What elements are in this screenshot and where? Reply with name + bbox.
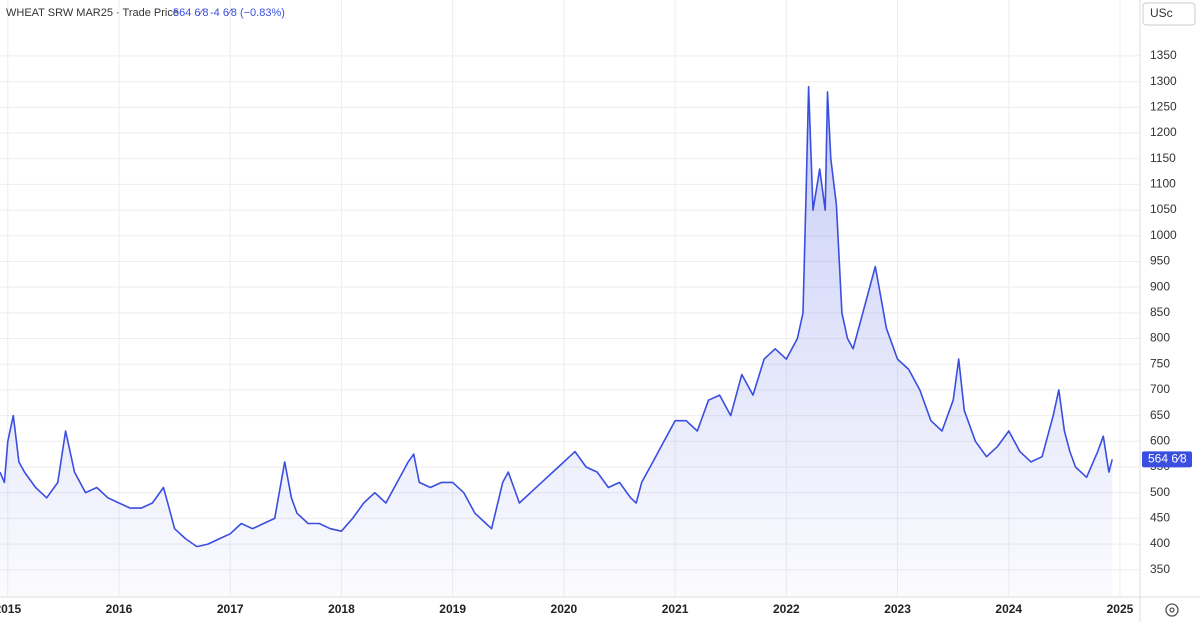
price-line <box>0 85 1113 548</box>
y-tick-label: 350 <box>1150 562 1170 576</box>
y-tick-label: 1000 <box>1150 228 1177 242</box>
x-tick-label: 2017 <box>217 602 244 616</box>
last-price-label: 564 6⁄8 <box>1148 452 1187 466</box>
settings-button[interactable] <box>1165 603 1179 617</box>
currency-select[interactable] <box>1142 2 1196 26</box>
x-tick-label: 2018 <box>328 602 355 616</box>
currency-label[interactable]: USc <box>1150 6 1173 20</box>
y-tick-label: 800 <box>1150 331 1170 345</box>
y-tick-label: 900 <box>1150 279 1170 293</box>
y-tick-label: 850 <box>1150 305 1170 319</box>
y-tick-label: 400 <box>1150 536 1170 550</box>
x-tick-label: 2015 <box>0 602 21 616</box>
axes: 3504004505005506006507007508008509009501… <box>0 48 1192 616</box>
y-tick-label: 1300 <box>1150 74 1177 88</box>
y-tick-label: 1050 <box>1150 202 1177 216</box>
last-price-box <box>1142 451 1192 468</box>
x-tick-label: 2016 <box>106 602 133 616</box>
y-tick-label: 1150 <box>1150 151 1176 165</box>
y-tick-label: 450 <box>1150 511 1170 525</box>
y-tick-label: 500 <box>1150 485 1170 499</box>
y-tick-label: 1100 <box>1150 177 1176 191</box>
grid <box>0 0 1140 597</box>
x-tick-label: 2025 <box>1107 602 1134 616</box>
y-tick-label: 1250 <box>1150 99 1177 113</box>
y-tick-label: 700 <box>1150 382 1170 396</box>
y-tick-label: 1350 <box>1150 48 1177 62</box>
x-tick-label: 2023 <box>884 602 911 616</box>
instrument-title: WHEAT SRW MAR25 · Trade Price <box>6 7 179 19</box>
x-tick-label: 2024 <box>995 602 1022 616</box>
x-tick-label: 2022 <box>773 602 800 616</box>
area-fill <box>0 86 1113 597</box>
x-tick-label: 2020 <box>551 602 578 616</box>
price-change: -4 6⁄8 (−0.83%) <box>210 7 285 19</box>
plot <box>0 85 1113 597</box>
y-tick-label: 600 <box>1150 433 1170 447</box>
x-tick-label: 2021 <box>662 602 689 616</box>
y-tick-label: 650 <box>1150 408 1170 422</box>
y-tick-label: 750 <box>1150 356 1170 370</box>
price: 564 6⁄8 <box>173 7 208 19</box>
x-tick-label: 2019 <box>439 602 466 616</box>
y-tick-label: 1200 <box>1150 125 1177 139</box>
y-tick-label: 950 <box>1150 254 1170 268</box>
